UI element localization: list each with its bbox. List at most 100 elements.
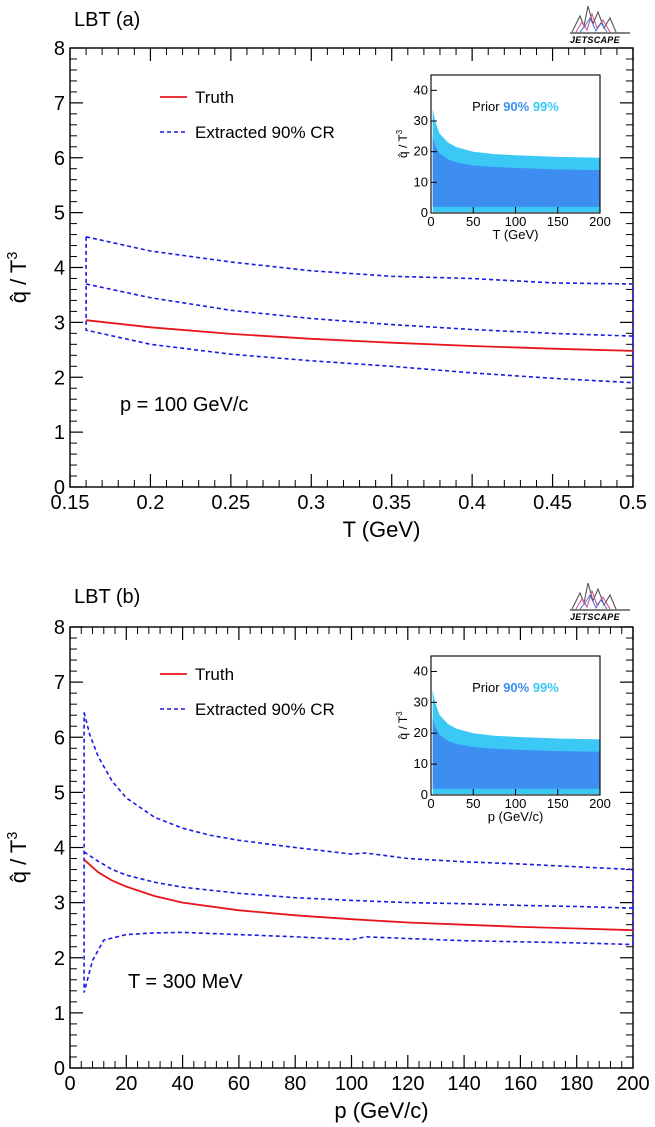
logo-text: JETSCAPE (570, 612, 621, 622)
jetscape-logo: JETSCAPE (570, 5, 630, 45)
inset-legend-90: 90% (503, 99, 533, 114)
series-truth (83, 858, 634, 932)
y-axis-label-main: q̂ / T (6, 840, 31, 884)
inset-legend: Prior 90% 99% (472, 680, 559, 695)
inset-x-tick-label: 0 (427, 214, 434, 229)
x-tick-label: 180 (560, 1073, 593, 1095)
y-tick-label: 7 (54, 672, 65, 694)
inset-y-axis-label: q̂ / T3 (395, 711, 410, 739)
y-tick-label: 4 (54, 258, 65, 280)
y-tick-label: 1 (54, 1003, 65, 1025)
x-tick-label: 0.5 (619, 492, 647, 514)
inset-y-tick-label: 20 (414, 144, 428, 159)
y-tick-label: 2 (54, 367, 65, 389)
inset-x-tick-label: 50 (466, 214, 480, 229)
inset-band-90 (432, 136, 600, 207)
inset-y-axis-label-text: q̂ / T3 (395, 130, 410, 158)
inset-legend-99: 99% (533, 99, 559, 114)
y-axis-label: q̂ / T3 (5, 832, 31, 884)
y-tick-label: 6 (54, 148, 65, 170)
inset-y-tick-label: 20 (414, 725, 428, 740)
logo-text: JETSCAPE (570, 35, 621, 45)
series-extracted-cr-outer (85, 235, 634, 384)
inset-y-axis-label-main: q̂ / T (396, 134, 410, 158)
x-tick-label: 0.15 (51, 492, 90, 514)
y-tick-label: 8 (54, 38, 65, 60)
inset-x-axis-label: T (GeV) (493, 227, 539, 242)
panel-label: LBT (a) (74, 9, 140, 31)
y-tick-label: 6 (54, 727, 65, 749)
x-axis-label: p (GeV/c) (334, 1098, 428, 1123)
y-axis-label-text: q̂ / T3 (5, 252, 31, 304)
x-tick-label: 80 (284, 1073, 306, 1095)
x-tick-label: 0.45 (533, 492, 572, 514)
y-tick-label: 2 (54, 948, 65, 970)
inset-x-tick-label: 150 (547, 214, 569, 229)
y-tick-label: 8 (54, 617, 65, 639)
x-tick-label: 20 (115, 1073, 137, 1095)
x-tick-label: 200 (616, 1073, 649, 1095)
x-tick-label: 0.35 (372, 492, 411, 514)
inset: 0 50 100 150 200 0 10 20 30 40 p (GeV/c) q̂ / T3 Pri… (395, 655, 611, 824)
inset-legend-90: 90% (503, 680, 533, 695)
y-tick-label: 3 (54, 312, 65, 334)
inset-x-tick-label: 200 (589, 796, 611, 811)
inset-y-axis-label-sup: 3 (395, 130, 404, 134)
x-axis-label: T (GeV) (343, 517, 421, 542)
inset-y-axis-label: q̂ / T3 (395, 130, 410, 158)
y-axis-label: q̂ / T3 (5, 252, 31, 304)
inset-y-tick-label: 40 (414, 82, 428, 97)
inset-x-tick-label: 200 (589, 214, 611, 229)
x-tick-label: 40 (171, 1073, 193, 1095)
annotation: p = 100 GeV/c (120, 394, 248, 416)
inset-y-tick-label: 0 (421, 205, 428, 220)
inset-y-tick-label: 10 (414, 174, 428, 189)
inset-x-tick-label: 150 (547, 796, 569, 811)
x-tick-label: 160 (504, 1073, 537, 1095)
x-tick-label: 0.3 (297, 492, 325, 514)
inset-y-axis-label-main: q̂ / T (396, 715, 410, 739)
inset-y-tick-label: 40 (414, 663, 428, 678)
y-tick-label: 5 (54, 203, 65, 225)
legend: Truth Extracted 90% CR (160, 88, 335, 142)
legend-label-truth: Truth (195, 88, 234, 107)
inset-x-tick-label: 0 (427, 796, 434, 811)
y-tick-label: 4 (54, 838, 65, 860)
inset-legend-prior: Prior (472, 99, 503, 114)
jetscape-logo: JETSCAPE (570, 582, 630, 622)
y-axis-label-text: q̂ / T3 (5, 832, 31, 884)
logo-peaks-blue (579, 593, 608, 610)
series-truth (86, 319, 634, 352)
x-tick-label: 60 (228, 1073, 250, 1095)
legend-label-truth: Truth (195, 665, 234, 684)
y-tick-label: 0 (54, 477, 65, 499)
series-extracted-cr-inner (83, 851, 634, 909)
inset-legend-prior: Prior (472, 680, 503, 695)
inset-y-tick-label: 0 (421, 787, 428, 802)
logo-peaks-colored (575, 12, 611, 33)
y-axis-label-main: q̂ / T (6, 260, 31, 304)
x-tick-label: 0.4 (458, 492, 486, 514)
inset-x-tick-label: 100 (505, 796, 527, 811)
y-tick-label: 7 (54, 93, 65, 115)
x-tick-label: 140 (447, 1073, 480, 1095)
y-tick-label: 0 (54, 1058, 65, 1080)
legend: Truth Extracted 90% CR (160, 665, 335, 719)
inset-y-axis-label-sup: 3 (395, 711, 404, 715)
inset: 0 50 100 150 200 0 10 20 30 40 T (GeV) q̂ / T3 Prior… (395, 74, 611, 242)
y-tick-label: 5 (54, 782, 65, 804)
legend-label-cr: Extracted 90% CR (195, 700, 335, 719)
x-tick-label: 100 (335, 1073, 368, 1095)
y-tick-label: 1 (54, 422, 65, 444)
legend-label-cr: Extracted 90% CR (195, 123, 335, 142)
inset-y-axis-label-text: q̂ / T3 (395, 711, 410, 739)
panel-a: 0.15 0.2 0.25 0.3 0.35 0.4 0.45 0.5 0 1 2 3 4 5 6 7 8 T (… (5, 5, 647, 542)
inset-x-tick-label: 100 (505, 214, 527, 229)
series-extracted-cr-inner (85, 283, 634, 337)
inset-x-axis-label: p (GeV/c) (488, 809, 544, 824)
inset-band-90 (432, 717, 600, 789)
inset-y-tick-label: 30 (414, 694, 428, 709)
y-tick-label: 3 (54, 893, 65, 915)
